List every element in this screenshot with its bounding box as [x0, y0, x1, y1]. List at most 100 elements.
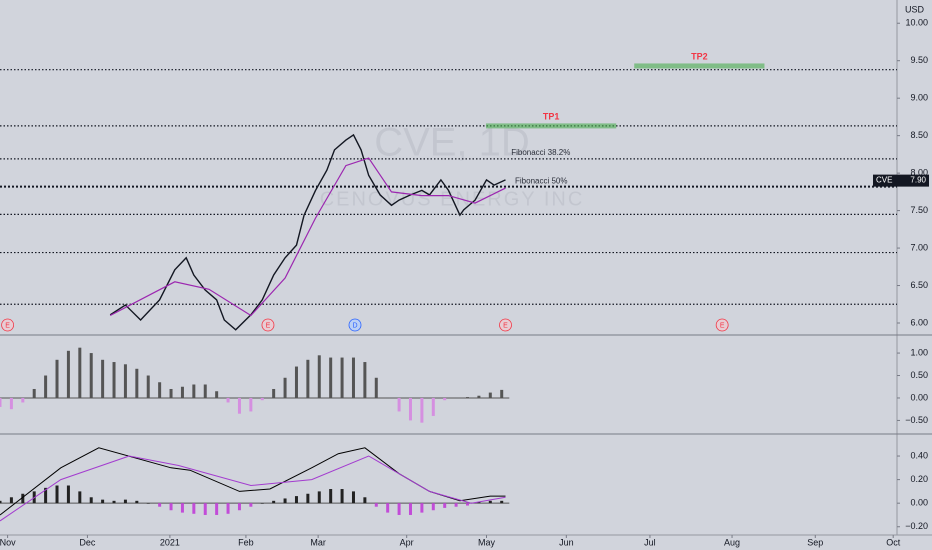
- histogram-bar: [260, 503, 264, 504]
- moving-average: [109, 157, 506, 317]
- histogram-bar: [9, 497, 13, 504]
- histogram-bar: [158, 382, 162, 398]
- histogram-bar: [420, 503, 424, 513]
- x-tick-label: Sep: [807, 537, 823, 547]
- histogram-bar: [0, 500, 2, 504]
- x-tick-label: Dec: [79, 537, 96, 547]
- indicator-line: [0, 455, 506, 522]
- histogram-bar: [66, 485, 70, 504]
- watermark-subtitle: CENOVUS ENERGY INC: [320, 188, 585, 210]
- indicator-line: [0, 447, 506, 516]
- histogram-bar: [294, 496, 298, 504]
- histogram-bar: [272, 500, 276, 504]
- histogram-bar: [249, 503, 253, 507]
- y-tick-label: 6.00: [910, 317, 928, 327]
- event-label: E: [503, 322, 508, 329]
- histogram-bar: [397, 397, 401, 412]
- x-tick-label: Jul: [644, 537, 656, 547]
- histogram-bar: [32, 388, 36, 398]
- histogram-bar: [146, 503, 150, 504]
- y-tick-label: 9.00: [910, 93, 928, 103]
- target-zone: [486, 123, 617, 129]
- x-tick-label: May: [478, 537, 496, 547]
- event-label: E: [266, 322, 271, 329]
- histogram-bar: [44, 487, 48, 504]
- x-tick-label: Oct: [886, 537, 901, 547]
- event-label: E: [5, 322, 10, 329]
- histogram-bar: [317, 491, 321, 504]
- histogram-bar: [9, 397, 13, 410]
- histogram-bar: [21, 397, 25, 403]
- event-marker: [1, 318, 15, 332]
- histogram-bar: [340, 357, 344, 398]
- histogram-bar: [112, 500, 116, 504]
- currency-label: USD: [905, 4, 925, 14]
- histogram-bar: [112, 362, 116, 398]
- histogram-bar: [454, 503, 458, 507]
- histogram-bar: [363, 362, 367, 398]
- histogram-bar: [329, 357, 333, 398]
- histogram-bar: [351, 357, 355, 398]
- histogram-bar: [44, 375, 48, 398]
- histogram-bar: [89, 353, 93, 398]
- event-marker: [715, 318, 729, 332]
- x-tick-label: Mar: [310, 537, 326, 547]
- price-line: [109, 133, 506, 331]
- histogram-bar: [146, 375, 150, 398]
- histogram-bar: [192, 503, 196, 514]
- price-tag-symbol: CVE: [876, 176, 892, 185]
- histogram-bar: [408, 397, 412, 421]
- event-label: D: [352, 322, 357, 329]
- histogram-bar: [89, 497, 93, 504]
- y-tick-label: 0.50: [910, 370, 928, 380]
- histogram-bar: [203, 384, 207, 398]
- price-tag-value: 7.90: [910, 176, 926, 185]
- event-marker: [261, 318, 275, 332]
- histogram-bar: [215, 503, 219, 515]
- histogram-bar: [192, 384, 196, 398]
- histogram-bar: [135, 500, 139, 504]
- x-tick-label: Aug: [724, 537, 740, 547]
- histogram-bar: [397, 503, 401, 515]
- histogram-bar: [477, 502, 481, 504]
- y-tick-label: 7.50: [910, 205, 928, 215]
- histogram-bar: [55, 359, 59, 398]
- histogram-bar: [306, 359, 310, 398]
- histogram-bar: [0, 397, 2, 407]
- x-tick-label: Feb: [238, 537, 254, 547]
- histogram-bar: [101, 359, 105, 398]
- histogram-bar: [158, 503, 162, 507]
- histogram-bar: [180, 386, 184, 398]
- histogram-bar: [169, 388, 173, 398]
- histogram-bar: [386, 397, 390, 399]
- histogram-bar: [386, 503, 390, 513]
- histogram-bar: [169, 503, 173, 511]
- event-marker: [499, 318, 512, 332]
- y-tick-label: 0.40: [910, 450, 928, 460]
- y-tick-label: −0.50: [905, 415, 928, 425]
- y-tick-label: 0.00: [910, 392, 928, 402]
- y-tick-label: 10.00: [905, 18, 928, 28]
- annotation: Fibonacci 50%: [515, 176, 567, 185]
- histogram-bar: [363, 497, 367, 504]
- x-tick-label: Jun: [559, 537, 574, 547]
- histogram-bar: [55, 485, 59, 504]
- macd-pane: [0, 447, 510, 522]
- histogram-bar: [466, 397, 470, 398]
- histogram-bar: [374, 503, 378, 507]
- x-tick-label: Nov: [0, 537, 16, 547]
- x-tick-label: Apr: [400, 537, 414, 547]
- y-tick-label: 6.50: [910, 280, 928, 290]
- histogram-bar: [431, 397, 435, 416]
- histogram-bar: [66, 350, 70, 398]
- histogram-bar: [306, 493, 310, 504]
- histogram-bar: [294, 366, 298, 398]
- histogram-bar: [420, 397, 424, 423]
- histogram-bar: [21, 493, 25, 504]
- histogram-bar: [215, 391, 219, 398]
- histogram-bar: [226, 503, 230, 514]
- y-tick-label: 1.00: [910, 347, 928, 357]
- histogram-bar: [78, 347, 82, 398]
- histogram-bar: [123, 499, 127, 504]
